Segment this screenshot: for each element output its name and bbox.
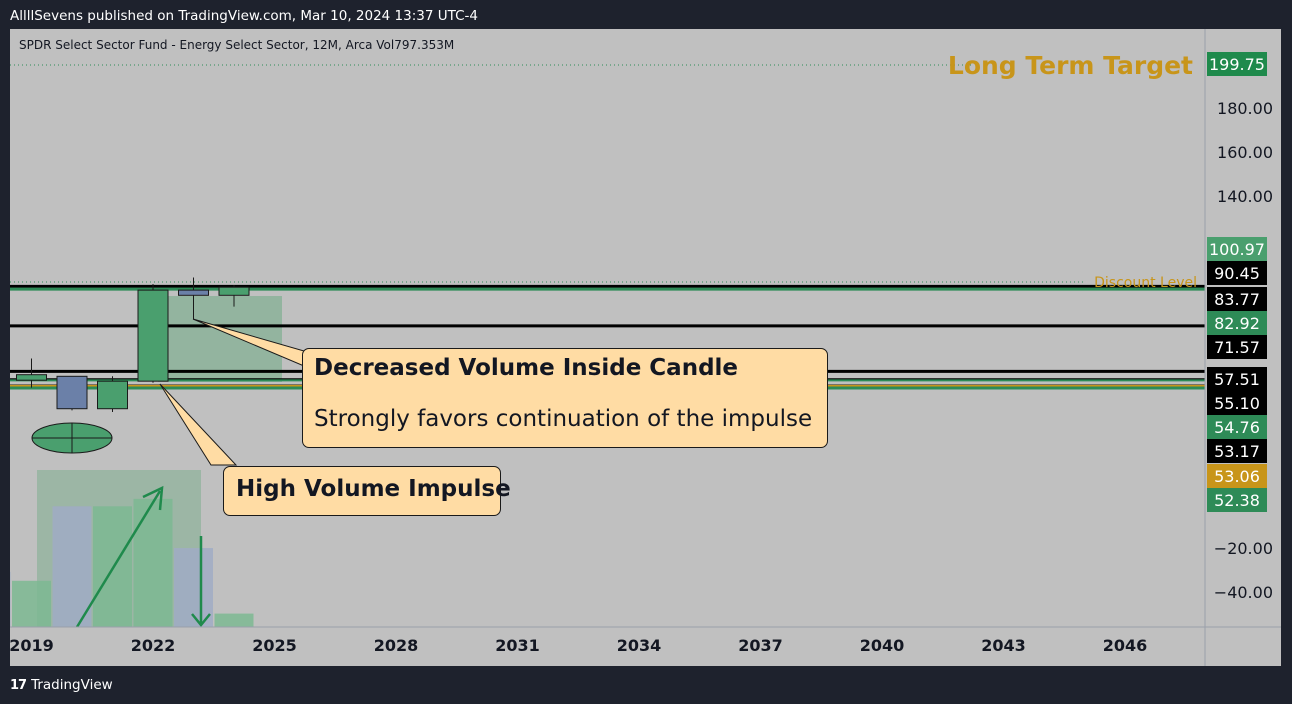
discount-level-label: Discount Level <box>1094 275 1197 291</box>
volume-up-arrow <box>75 490 162 628</box>
price-label-box <box>1207 464 1267 488</box>
price-label-box <box>1207 52 1267 76</box>
candles <box>16 277 250 412</box>
price-label-value: 71.57 <box>1214 338 1260 357</box>
price-label-box <box>1207 287 1267 311</box>
candle-body <box>218 286 250 296</box>
x-tick-label: 2040 <box>860 636 905 655</box>
price-label-box <box>1207 335 1267 359</box>
tradingview-logo-icon: 17 <box>10 677 27 693</box>
volume-down-arrowhead <box>191 613 211 627</box>
price-label-box <box>1207 439 1267 463</box>
price-label-value: 53.06 <box>1214 467 1260 486</box>
price-label-value: 52.38 <box>1214 491 1260 510</box>
x-tick-label: 2037 <box>738 636 783 655</box>
y-tick-label: −20.00 <box>1214 539 1273 558</box>
x-tick-label: 2046 <box>1103 636 1148 655</box>
price-label-box <box>1207 367 1267 391</box>
price-label-box <box>1207 415 1267 439</box>
candle-body <box>56 375 88 410</box>
price-label-box <box>1207 488 1267 512</box>
chart-panel[interactable]: Long Term Target Discount Level 2019 2022 2… <box>10 29 1281 666</box>
price-label-value: 90.45 <box>1214 264 1260 283</box>
price-label-box <box>1207 261 1267 285</box>
candle-body <box>178 289 209 296</box>
volume-bar <box>174 548 213 627</box>
x-tick-label: 2031 <box>495 636 540 655</box>
volume-up-arrowhead <box>142 485 164 511</box>
x-tick-label: 2043 <box>981 636 1026 655</box>
x-tick-label: 2028 <box>374 636 419 655</box>
volume-bar <box>12 580 51 627</box>
price-label-box <box>1207 391 1267 415</box>
symbol-info: SPDR Select Sector Fund - Energy Select … <box>19 38 455 52</box>
y-tick-label: 140.00 <box>1217 187 1273 206</box>
price-label-box <box>1207 311 1267 335</box>
x-tick-label: 2025 <box>252 636 297 655</box>
price-label-box <box>1207 237 1267 261</box>
volume-bar <box>52 506 92 627</box>
volume-bar <box>133 498 173 627</box>
callout-impulse-text: High Volume Impulse <box>236 476 511 502</box>
volume-bar <box>10 571 11 627</box>
price-label-value: 82.92 <box>1214 314 1260 333</box>
candle-body <box>16 374 47 381</box>
price-label-value: 57.51 <box>1214 370 1260 389</box>
volume-bars <box>10 498 254 627</box>
price-label-value: 55.10 <box>1214 394 1260 413</box>
callout-inside-candle: Decreased Volume Inside Candle Strongly … <box>302 348 828 448</box>
callout-inside-title: Decreased Volume Inside Candle <box>314 355 739 381</box>
callout-inside-body: Strongly favors continuation of the impu… <box>314 406 813 432</box>
long-term-target-label: Long Term Target <box>948 51 1193 80</box>
price-label-value: 100.97 <box>1209 240 1265 259</box>
price-label-value: 199.75 <box>1209 55 1265 74</box>
x-tick-label: 2019 <box>10 636 54 655</box>
publish-info: AllllSevens published on TradingView.com… <box>10 8 478 24</box>
price-chart[interactable]: Long Term Target Discount Level 2019 2022 2… <box>10 29 1281 666</box>
callout-impulse-pointer <box>159 383 238 466</box>
price-label-value: 54.76 <box>1214 418 1260 437</box>
price-label-value: 83.77 <box>1214 290 1260 309</box>
y-tick-label: −40.00 <box>1214 583 1273 602</box>
candle-body <box>137 289 169 382</box>
tradingview-logo[interactable]: 17 TradingView <box>10 677 113 693</box>
price-label-value: 53.17 <box>1214 442 1260 461</box>
x-tick-label: 2034 <box>617 636 662 655</box>
y-tick-label: 160.00 <box>1217 143 1273 162</box>
y-tick-label: 180.00 <box>1217 99 1273 118</box>
x-tick-label: 2022 <box>131 636 176 655</box>
tradingview-brand: TradingView <box>31 677 113 693</box>
volume-bar <box>214 613 254 627</box>
callout-high-volume-impulse: High Volume Impulse <box>223 466 511 516</box>
candle-body <box>97 380 128 410</box>
